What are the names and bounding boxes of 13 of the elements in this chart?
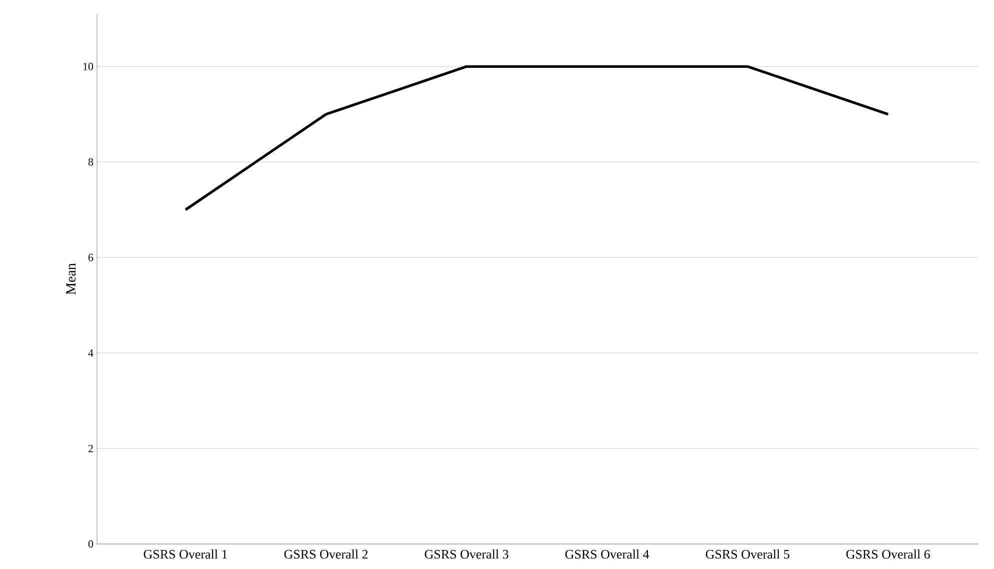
x-tick-label: GSRS Overall 2 (284, 550, 368, 559)
x-tick-label: GSRS Overall 6 (846, 550, 930, 559)
y-tick-label: 2 (88, 444, 93, 452)
y-tick-label: 0 (88, 540, 94, 548)
x-tick-label: GSRS Overall 4 (565, 550, 650, 559)
x-tick-label: GSRS Overall 1 (144, 550, 227, 559)
y-tick-label: 8 (88, 158, 94, 166)
y-axis-title: Mean (66, 263, 76, 295)
x-tick-label: GSRS Overall 3 (424, 550, 508, 559)
y-tick-label: 6 (88, 254, 94, 262)
y-tick-label: 10 (83, 62, 94, 70)
x-tick-label: GSRS Overall 5 (706, 550, 790, 559)
y-tick-label: 4 (88, 349, 94, 357)
